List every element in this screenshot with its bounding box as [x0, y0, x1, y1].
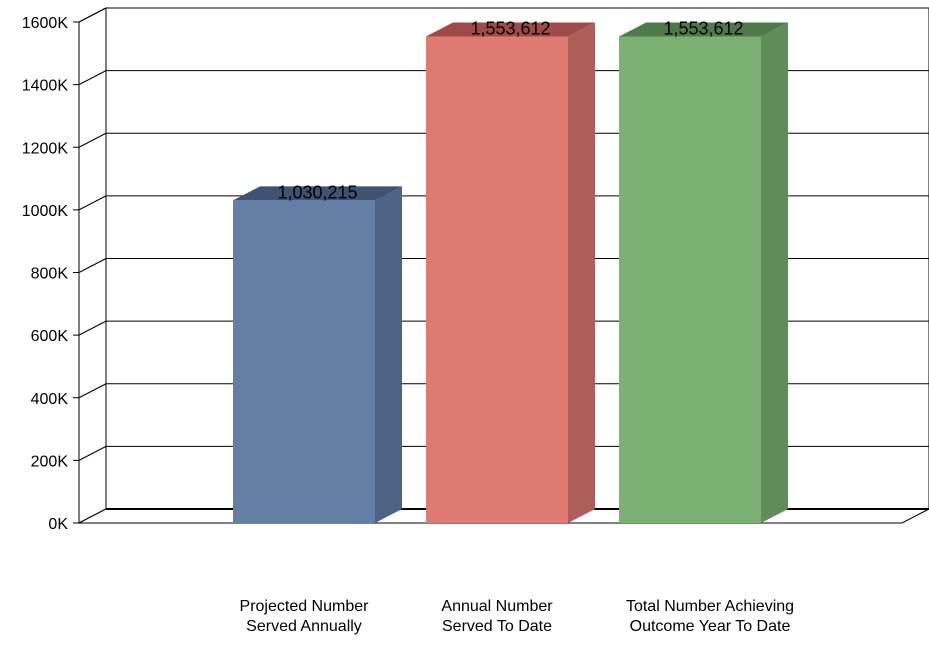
- bar-top: [426, 22, 595, 37]
- data-label: 1,553,612: [470, 19, 550, 39]
- gridline-side: [78, 320, 107, 336]
- bar-top: [619, 22, 788, 37]
- gridline-side: [78, 195, 107, 211]
- bar-side: [761, 22, 788, 524]
- bar: [619, 36, 761, 524]
- bar-side: [568, 22, 595, 524]
- bar: [426, 36, 568, 524]
- y-tick-label: 800K: [31, 266, 69, 283]
- gridline-side: [78, 383, 107, 399]
- gridline-side: [78, 70, 107, 86]
- gridline-side: [78, 258, 107, 273]
- y-tick-label: 600K: [31, 328, 69, 345]
- y-tick-label: 200K: [31, 453, 69, 470]
- x-category-label: Total Number Achieving Outcome Year To D…: [625, 598, 795, 635]
- gridline-side: [78, 132, 107, 148]
- y-tick-label: 1200K: [22, 140, 69, 157]
- data-label: 1,553,612: [663, 19, 743, 39]
- bar: [233, 200, 375, 523]
- y-tick-label: 1600K: [22, 15, 69, 32]
- gridline-side: [78, 7, 107, 23]
- bar-top: [233, 186, 402, 201]
- bar-side: [375, 186, 402, 523]
- y-tick-label: 1400K: [22, 78, 69, 95]
- x-category-label: Projected Number Served Annually: [239, 598, 369, 635]
- y-tick-label: 400K: [31, 391, 69, 408]
- x-category-label: Annual Number Served To Date: [441, 598, 553, 635]
- y-tick-label: 0K: [48, 516, 68, 533]
- gridline-side: [78, 445, 107, 461]
- data-label: 1,030,215: [277, 182, 357, 202]
- y-tick-label: 1000K: [22, 203, 69, 220]
